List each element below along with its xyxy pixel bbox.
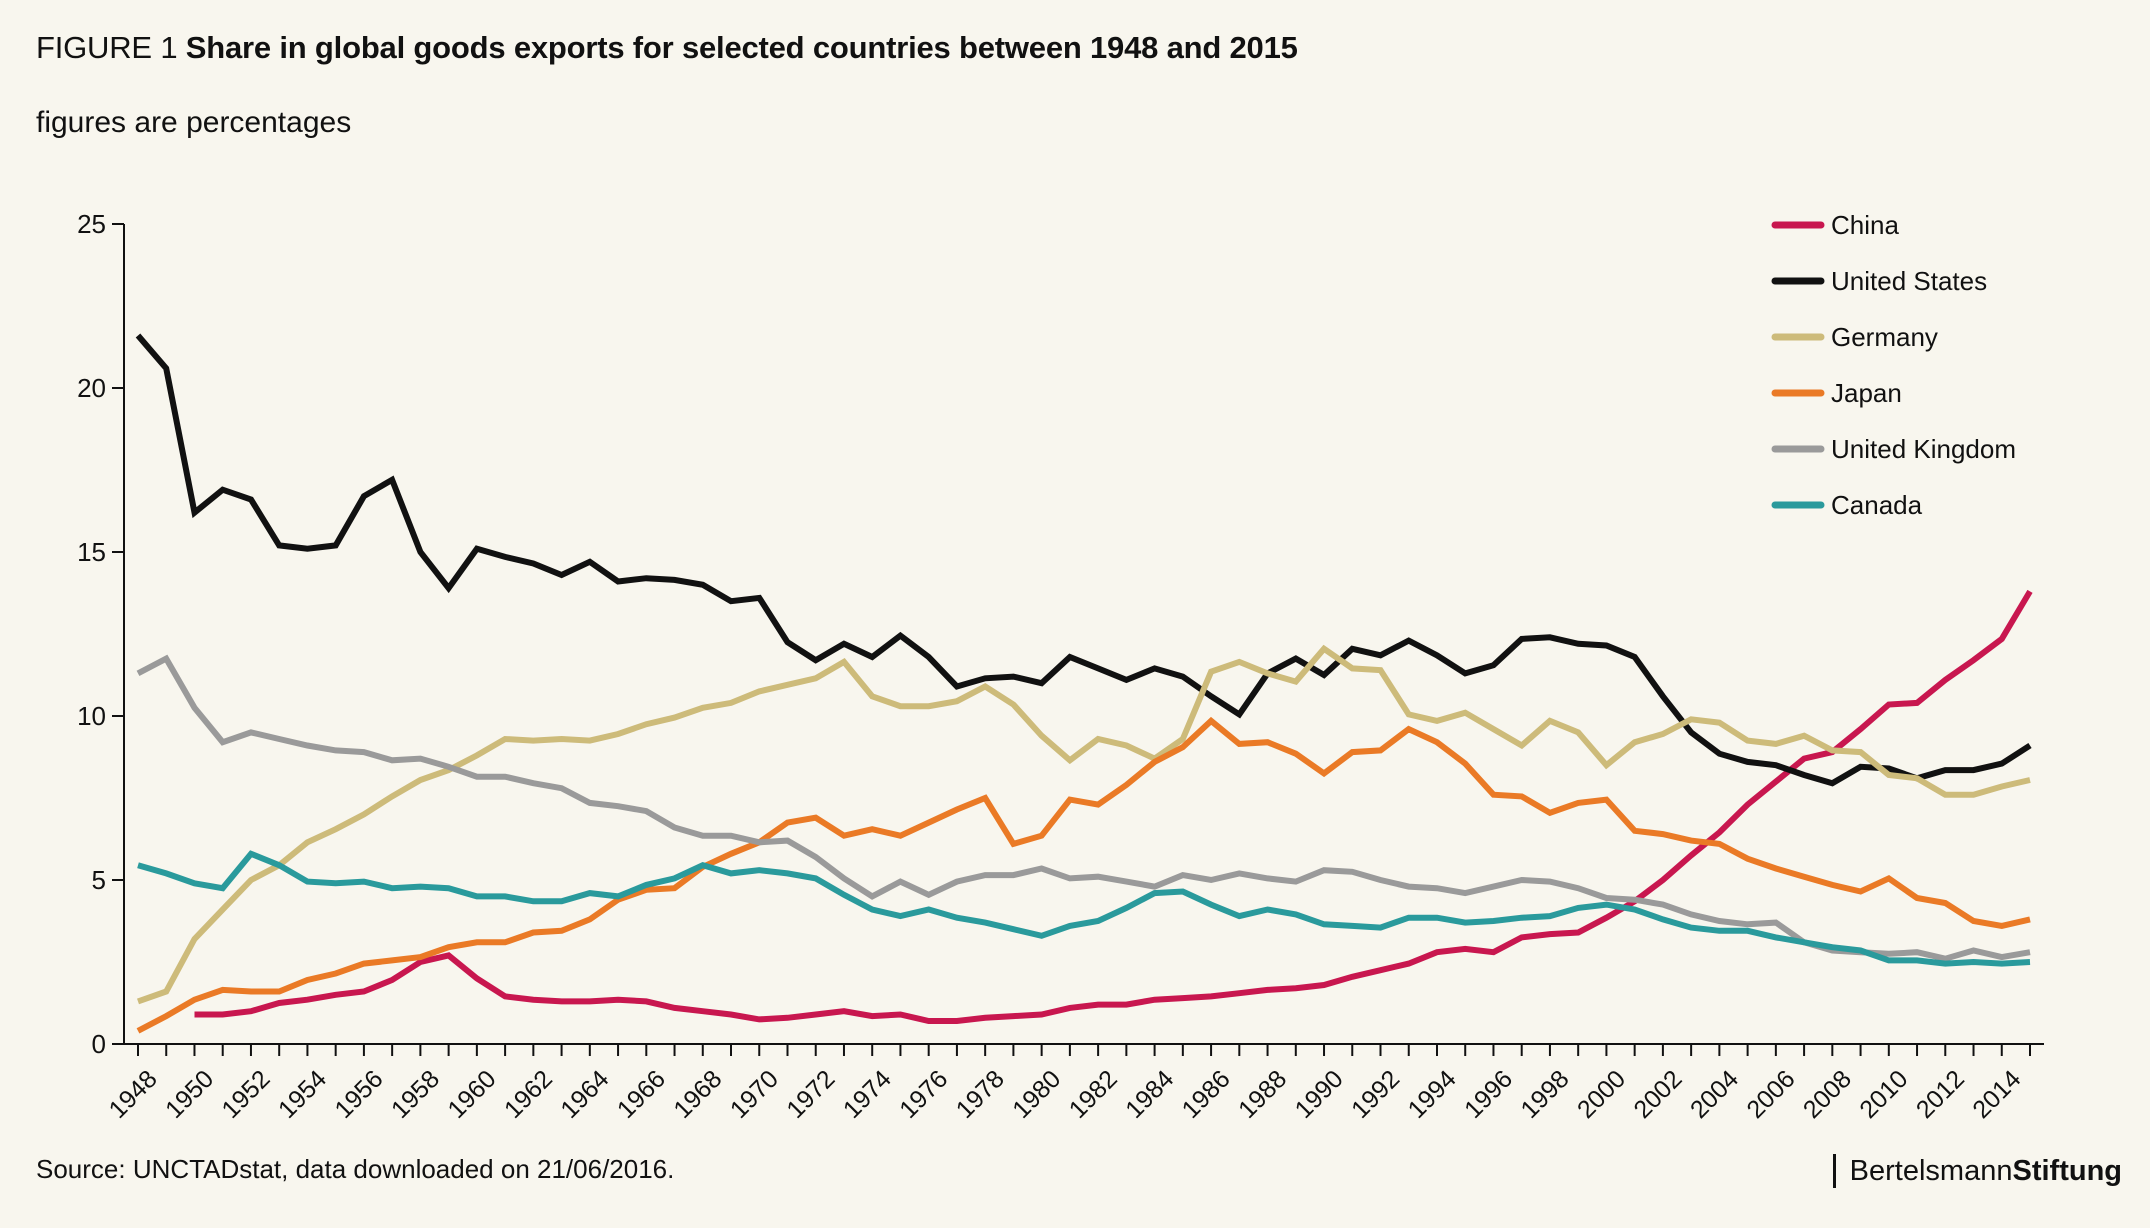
x-tick-label: 1948 [104,1065,163,1124]
x-tick-label: 2008 [1798,1065,1857,1124]
x-tick-label: 1956 [329,1065,388,1124]
x-tick-label: 2012 [1911,1065,1970,1124]
legend-label-canada: Canada [1831,490,1923,520]
series-line-united-kingdom [136,654,2031,962]
brand-name-part2: Stiftung [2012,1155,2122,1187]
figure-label: FIGURE 1 [36,30,178,65]
x-tick-label: 2014 [1967,1065,2026,1124]
x-tick-label: 2010 [1854,1065,1913,1124]
x-tick-label: 1962 [499,1065,558,1124]
x-tick-label: 1960 [442,1065,501,1124]
y-tick-label: 15 [77,537,106,567]
series-lines [135,333,2033,1034]
x-tick-label: 1950 [160,1065,219,1124]
y-tick-label: 20 [77,373,106,403]
x-tick-label: 1992 [1346,1065,1405,1124]
x-tick-label: 1980 [1007,1065,1066,1124]
x-tick-label: 1970 [725,1065,784,1124]
legend-label-united-states: United States [1831,266,1987,296]
x-tick-label: 1972 [781,1065,840,1124]
x-tick-label: 1976 [894,1065,953,1124]
x-tick-label: 1998 [1515,1065,1574,1124]
series-line-japan [136,716,2031,1034]
x-tick-label: 1954 [273,1065,332,1124]
x-tick-label: 1986 [1177,1065,1236,1124]
x-tick-label: 1952 [217,1065,276,1124]
y-tick-label: 10 [77,701,106,731]
y-tick-label: 25 [77,209,106,239]
x-tick-label: 2000 [1572,1065,1631,1124]
legend: China United States Germany Japan United Kin… [1771,210,2016,520]
x-tick-label: 1984 [1120,1065,1179,1124]
x-tick-label: 1978 [951,1065,1010,1124]
series-line-canada [137,850,2031,967]
chart-subtitle: figures are percentages [36,106,352,139]
x-tick-label: 1982 [1064,1065,1123,1124]
x-tick-label: 1990 [1290,1065,1349,1124]
x-tick-label: 1958 [386,1065,445,1124]
x-tick-label: 2002 [1628,1065,1687,1124]
series-line-united-states [135,333,2032,787]
figure-title: Share in global goods exports for select… [185,30,1298,65]
legend-label-united-kingdom: United Kingdom [1831,434,2016,464]
series-line-germany [137,644,2031,1005]
source-note: Source: UNCTADstat, data downloaded on 2… [36,1154,675,1184]
brand-name-part1: Bertelsmann [1849,1155,2013,1187]
x-tick-label: 1966 [612,1065,671,1124]
chart-title: FIGURE 1 Share in global goods exports f… [36,30,1298,66]
y-tick-label: 0 [92,1029,106,1059]
x-tick-label: 1974 [838,1065,897,1124]
legend-label-germany: Germany [1831,322,1938,352]
x-tick-label: 2006 [1741,1065,1800,1124]
brand-logo: BertelsmannStiftung [1832,1154,2122,1188]
x-tick-label: 2004 [1685,1065,1744,1124]
x-tick-label: 1988 [1233,1065,1292,1124]
legend-label-japan: Japan [1831,378,1902,408]
x-tick-label: 1968 [668,1065,727,1124]
y-tick-label: 5 [92,865,106,895]
legend-label-china: China [1831,210,1899,240]
x-tick-label: 1994 [1403,1065,1462,1124]
x-tick-label: 1964 [555,1065,614,1124]
x-tick-label: 1996 [1459,1065,1518,1124]
series-line-china [194,589,2033,1024]
